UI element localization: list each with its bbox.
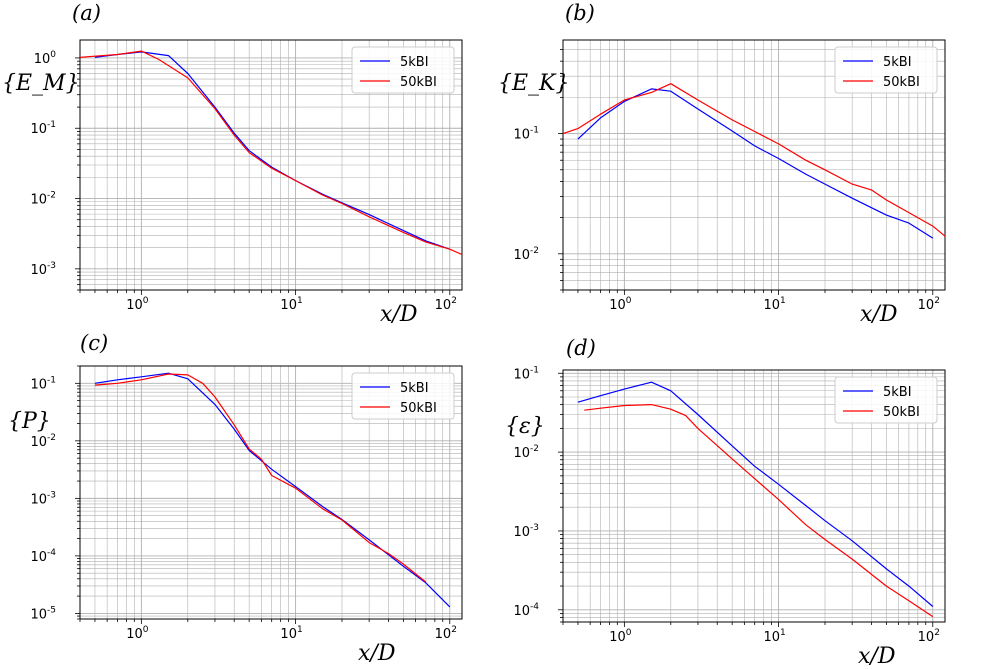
y-tick-label: 10-3 bbox=[513, 523, 539, 540]
grid-d bbox=[558, 370, 945, 627]
x-tick-label: 100 bbox=[126, 625, 149, 642]
x-axis-label-a: x/D bbox=[380, 302, 418, 327]
y-tick-label: 10-1 bbox=[513, 365, 539, 382]
legend-label-5kBI: 5kBI bbox=[883, 385, 912, 400]
panel-label-b: (b) bbox=[565, 1, 595, 25]
series-line-50kBI bbox=[562, 83, 946, 237]
axes-frame-d bbox=[562, 369, 946, 623]
y-tick-label: 10-5 bbox=[30, 605, 56, 622]
series-line-5kBI bbox=[577, 88, 934, 239]
y-tick-label: 10-4 bbox=[513, 602, 539, 619]
axes-frame-a bbox=[79, 39, 463, 291]
legend-label-5kBI: 5kBI bbox=[883, 55, 912, 70]
legend-label-5kBI: 5kBI bbox=[400, 381, 429, 396]
series-line-5kBI bbox=[577, 381, 934, 607]
y-tick-label: 10-1 bbox=[30, 375, 56, 392]
series-line-5kBI bbox=[94, 372, 451, 608]
axes-frame-c bbox=[79, 365, 463, 620]
y-tick-label: 10-2 bbox=[513, 444, 539, 461]
y-axis-label-b: {E_K} bbox=[498, 71, 570, 96]
y-tick-label: 10-3 bbox=[30, 261, 56, 278]
legend-a: 5kBI 50kBI bbox=[351, 46, 455, 94]
y-tick-label: 10-3 bbox=[30, 490, 56, 507]
grid-b bbox=[558, 40, 945, 295]
x-tick-label: 102 bbox=[435, 625, 457, 642]
x-tick-label: 100 bbox=[609, 628, 632, 645]
x-axis-label-b: x/D bbox=[860, 302, 898, 327]
panel-d: 100 101 102 10-1 10-2 10-3 10-4 (d) {ε} x/D 5kBI 50… bbox=[505, 336, 946, 669]
series-line-50kBI bbox=[94, 373, 427, 583]
legend-c: 5kBI 50kBI bbox=[351, 372, 455, 420]
x-axis-label-c: x/D bbox=[358, 641, 396, 666]
y-axis-label-d: {ε} bbox=[505, 414, 545, 439]
x-tick-label: 101 bbox=[763, 628, 785, 645]
x-tick-label: 101 bbox=[280, 625, 302, 642]
y-tick-label: 100 bbox=[34, 50, 57, 67]
y-tick-label: 10-1 bbox=[30, 120, 56, 137]
legend-label-5kBI: 5kBI bbox=[400, 55, 429, 70]
panel-a: 100 101 10210010-110-210-3(a){E_M}x/D5kBI5… bbox=[2, 1, 463, 327]
legend-label-50kBI: 50kBI bbox=[400, 401, 437, 416]
x-axis-label-d: x/D bbox=[858, 644, 896, 669]
panel-label-a: (a) bbox=[72, 1, 101, 25]
legend-b: 5kBI 50kBI bbox=[834, 46, 938, 94]
axes-frame-b bbox=[562, 39, 946, 291]
x-tick-label: 102 bbox=[918, 296, 940, 313]
x-tick-label: 101 bbox=[763, 296, 785, 313]
x-tick-label: 101 bbox=[280, 296, 302, 313]
y-axis-label-a: {E_M} bbox=[2, 71, 80, 96]
series-line-5kBI bbox=[94, 51, 450, 250]
legend-label-50kBI: 50kBI bbox=[883, 75, 920, 90]
panel-label-c: (c) bbox=[80, 331, 108, 355]
panel-b: 100 101 102 10-1 10-2 (b) {E_K} x/D 5kBI 50kBI bbox=[498, 1, 946, 327]
legend-label-50kBI: 50kBI bbox=[400, 75, 437, 90]
y-tick-label: 10-2 bbox=[30, 191, 56, 208]
y-tick-label: 10-1 bbox=[513, 126, 539, 143]
panel-label-d: (d) bbox=[566, 336, 596, 360]
series-line-50kBI bbox=[584, 404, 934, 618]
y-tick-label: 10-2 bbox=[30, 433, 56, 450]
x-tick-label: 100 bbox=[609, 296, 632, 313]
y-tick-label: 10-2 bbox=[513, 246, 539, 263]
y-tick-label: 10-4 bbox=[30, 548, 56, 565]
legend-label-50kBI: 50kBI bbox=[883, 405, 920, 420]
x-tick-label: 102 bbox=[435, 296, 457, 313]
legend-d: 5kBI 50kBI bbox=[834, 376, 938, 424]
series-line-50kBI bbox=[79, 50, 463, 256]
x-tick-label: 100 bbox=[126, 296, 149, 313]
panel-c: 100 101 102 10-1 10-2 10-3 10-4 10-5 (c) {P} x/D 5k… bbox=[8, 331, 463, 666]
x-tick-label: 102 bbox=[918, 628, 940, 645]
y-axis-label-c: {P} bbox=[8, 409, 51, 434]
